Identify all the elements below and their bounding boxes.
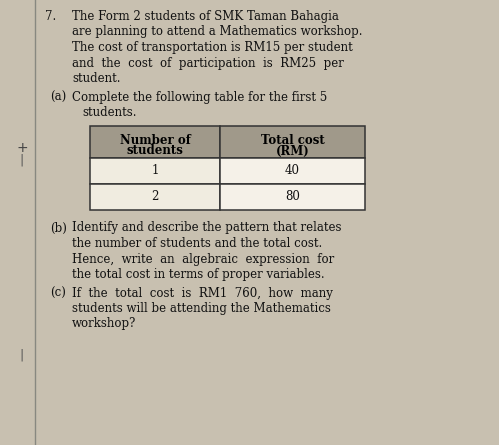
Text: (c): (c) xyxy=(50,287,66,299)
Text: 2: 2 xyxy=(151,190,159,203)
Text: and  the  cost  of  participation  is  RM25  per: and the cost of participation is RM25 pe… xyxy=(72,57,344,69)
Bar xyxy=(90,158,220,183)
Text: |: | xyxy=(20,348,24,361)
Bar xyxy=(90,183,220,210)
Text: 40: 40 xyxy=(285,164,300,177)
Text: students: students xyxy=(127,145,184,158)
Text: The cost of transportation is RM15 per student: The cost of transportation is RM15 per s… xyxy=(72,41,353,54)
Text: 1: 1 xyxy=(151,164,159,177)
Text: (b): (b) xyxy=(50,222,67,235)
Text: (a): (a) xyxy=(50,90,66,104)
Text: student.: student. xyxy=(72,72,120,85)
Text: Hence,  write  an  algebraic  expression  for: Hence, write an algebraic expression for xyxy=(72,252,334,266)
Bar xyxy=(220,158,365,183)
Text: Complete the following table for the first 5: Complete the following table for the fir… xyxy=(72,90,327,104)
Bar xyxy=(220,125,365,158)
Text: students will be attending the Mathematics: students will be attending the Mathemati… xyxy=(72,302,331,315)
Text: the total cost in terms of proper variables.: the total cost in terms of proper variab… xyxy=(72,268,325,281)
Text: (RM): (RM) xyxy=(275,145,309,158)
Text: are planning to attend a Mathematics workshop.: are planning to attend a Mathematics wor… xyxy=(72,25,362,39)
Text: Total cost: Total cost xyxy=(260,134,324,146)
Text: 7.: 7. xyxy=(45,10,56,23)
Text: 80: 80 xyxy=(285,190,300,203)
Text: If  the  total  cost  is  RM1  760,  how  many: If the total cost is RM1 760, how many xyxy=(72,287,333,299)
Text: students.: students. xyxy=(82,106,137,119)
Text: workshop?: workshop? xyxy=(72,317,136,331)
Text: +: + xyxy=(16,141,28,155)
Text: Identify and describe the pattern that relates: Identify and describe the pattern that r… xyxy=(72,222,341,235)
Text: Number of: Number of xyxy=(120,134,191,146)
Bar xyxy=(90,125,220,158)
Text: the number of students and the total cost.: the number of students and the total cos… xyxy=(72,237,322,250)
Text: |: | xyxy=(20,154,24,166)
Text: The Form 2 students of SMK Taman Bahagia: The Form 2 students of SMK Taman Bahagia xyxy=(72,10,339,23)
Bar xyxy=(220,183,365,210)
